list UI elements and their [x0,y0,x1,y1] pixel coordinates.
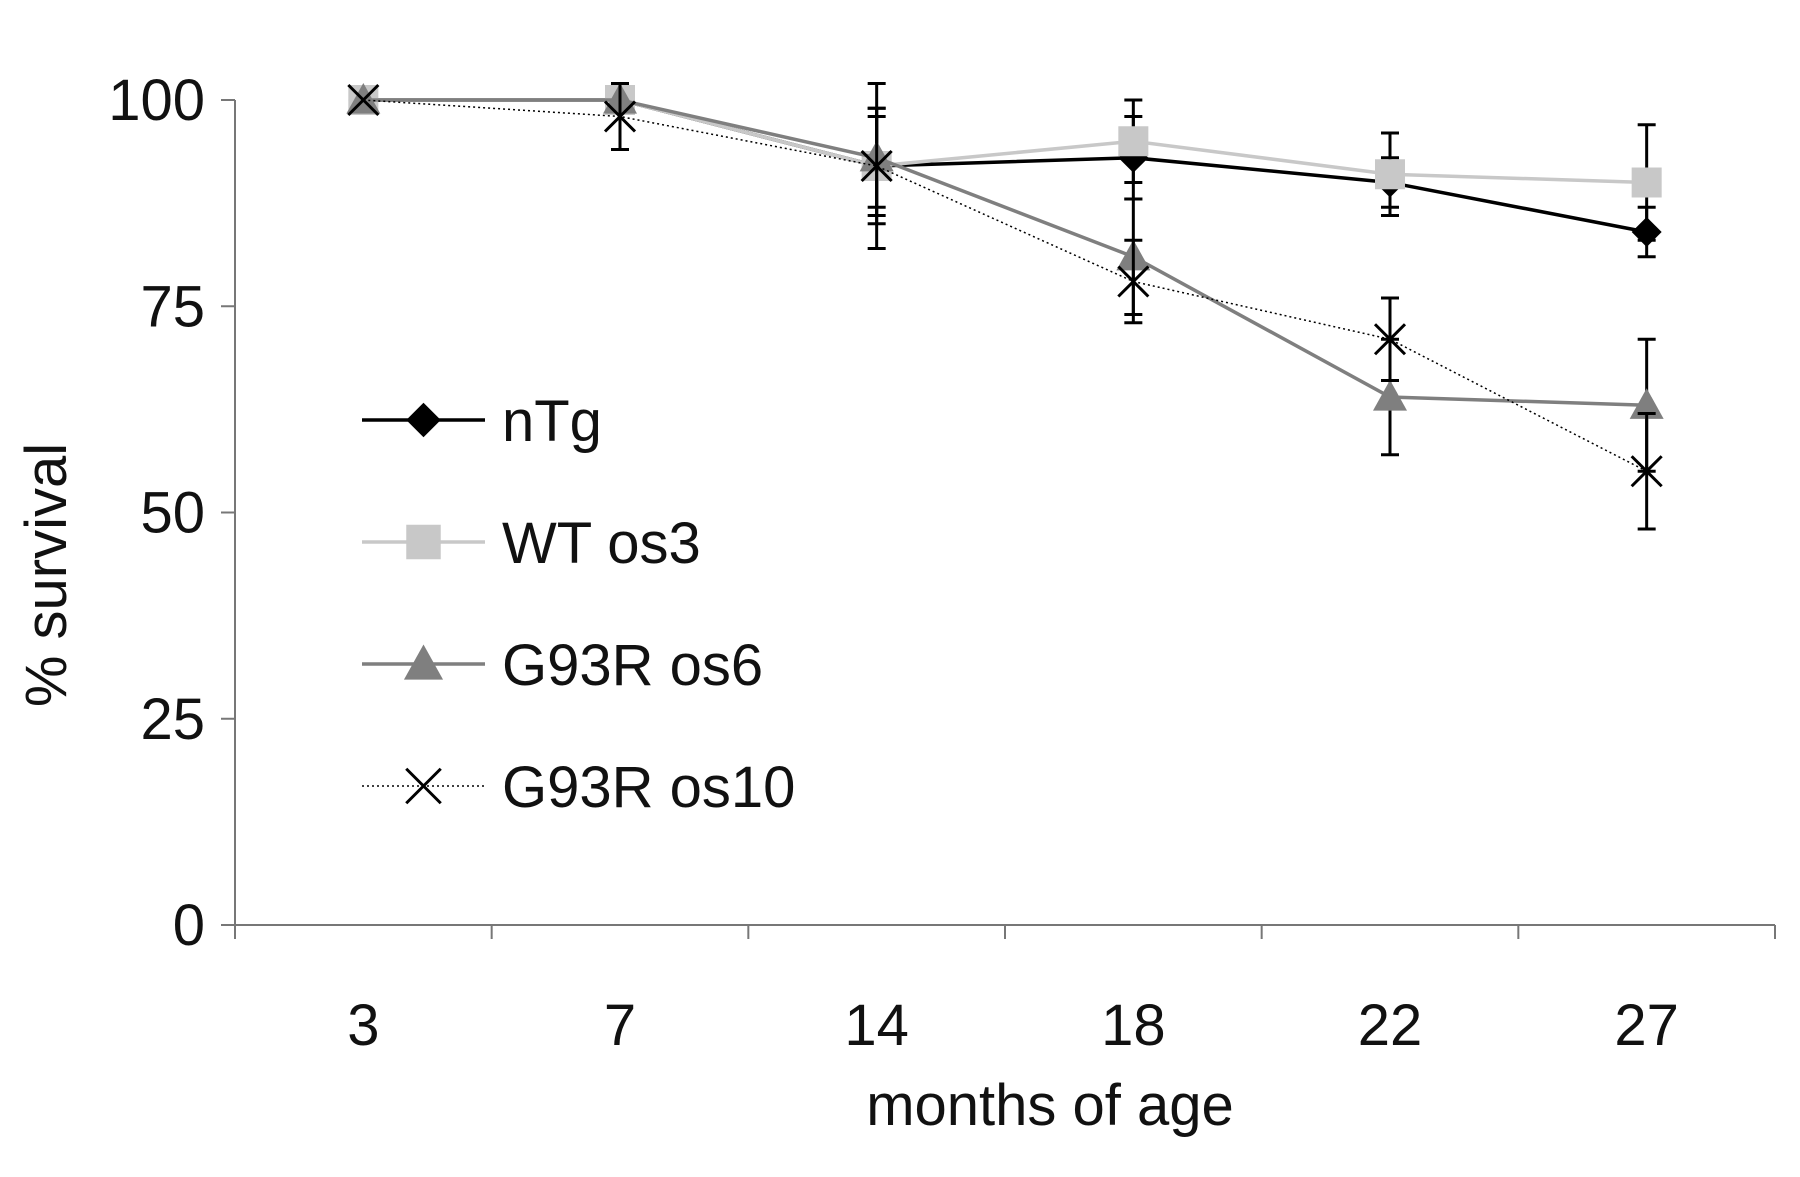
data-point [1117,265,1150,298]
axes: 0 25 50 75 100 3 7 14 18 22 27 [108,68,1776,1058]
x-tick-label: 3 [347,993,379,1058]
legend-item-1: WT os3 [362,511,701,576]
data-point [1630,455,1663,488]
legend-item-3: G93R os10 [362,755,795,820]
series-3 [347,82,1663,531]
legend-marker-stroke-b [405,767,442,805]
data-point [603,100,637,133]
data-point-stroke-b [1373,323,1407,356]
data-point [1631,167,1662,198]
y-tick-label: 25 [140,687,205,752]
data-point-stroke-b [347,83,380,117]
data-point [860,149,893,183]
legend-item-0: nTg [362,389,602,454]
x-tick-label: 27 [1614,993,1679,1058]
legend-marker [406,524,441,560]
legend-label: nTg [502,389,602,454]
legend-marker [403,644,444,680]
data-point [347,83,380,117]
y-tick-label: 100 [108,68,205,133]
data-point-stroke-b [1630,455,1663,488]
y-tick-label: 0 [173,893,205,958]
legend-label: G93R os6 [502,633,763,698]
legend-item-2: G93R os6 [362,633,763,698]
series-0 [348,85,1662,259]
legend-label: WT os3 [502,511,701,576]
series-line [363,98,1647,407]
legend-marker [405,767,442,805]
x-axis-title: months of age [866,1073,1234,1138]
x-tick-label: 18 [1101,993,1166,1058]
data-point [1375,159,1405,190]
legend-label: G93R os10 [502,755,795,820]
y-axis-title: % survival [14,443,79,707]
series-line [363,99,1648,472]
series-layer [346,82,1664,531]
data-point-stroke-b [603,100,637,133]
series-line [363,98,1647,234]
data-point [1118,126,1149,157]
y-tick-label: 75 [140,274,205,339]
data-point-stroke-b [860,149,893,183]
data-point [1373,380,1407,411]
data-point [1373,323,1407,356]
x-tick-label: 7 [604,993,636,1058]
legend: nTg WT os3 G93R os6 G93R os10 [362,389,795,820]
legend-marker [406,402,441,438]
y-tick-label: 50 [140,481,205,546]
x-tick-label: 14 [844,993,909,1058]
data-point-stroke-b [1117,265,1150,298]
data-point [1629,388,1664,419]
series-line [363,98,1647,185]
x-tick-label: 22 [1358,993,1423,1058]
